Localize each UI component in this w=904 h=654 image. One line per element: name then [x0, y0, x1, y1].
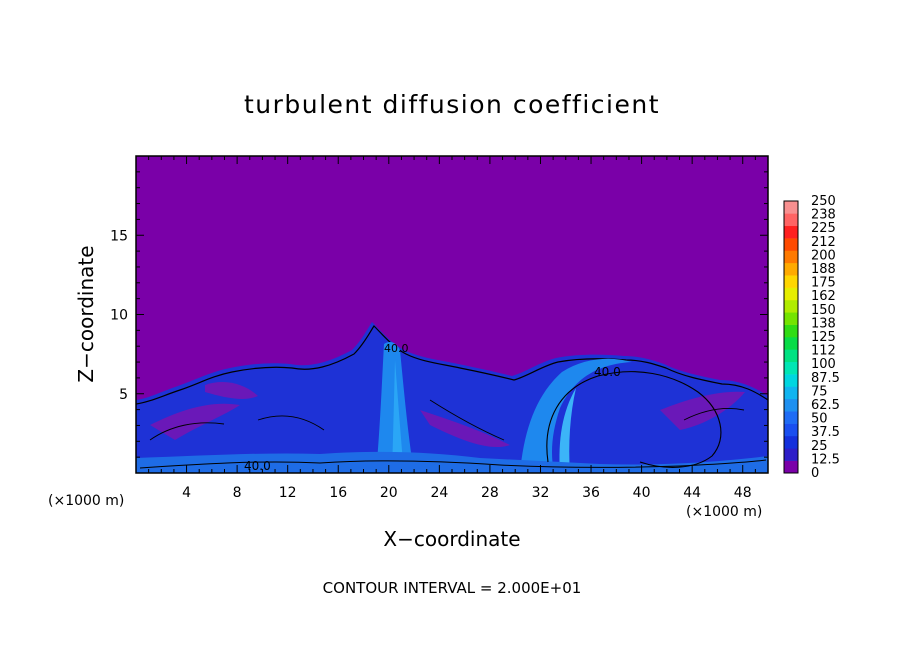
jet-core-left [392, 360, 404, 473]
y-tick-label: 5 [119, 387, 128, 403]
contour-label-2: 40.0 [594, 365, 621, 379]
colorbar-label: 12.5 [811, 452, 840, 467]
colorbar-label: 162 [811, 289, 836, 304]
colorbar-label: 75 [811, 384, 828, 399]
x-tick-label: 20 [380, 485, 398, 501]
x-tick-label: 4 [182, 485, 191, 501]
x-tick-label: 24 [430, 485, 448, 501]
y-axis-label: Z−coordinate [74, 245, 98, 382]
colorbar-swatch [784, 423, 798, 437]
x-tick-label: 40 [633, 485, 651, 501]
colorbar-swatch [784, 411, 798, 424]
contour-label-1: 40.0 [244, 459, 271, 473]
x-tick-label: 12 [279, 485, 297, 501]
colorbar-swatch [784, 275, 798, 288]
colorbar-label: 125 [811, 330, 836, 345]
x-axis-ticks: 4 8 12 16 20 24 28 32 36 40 44 48 [148, 156, 756, 501]
colorbar-label: 238 [811, 208, 836, 223]
colorbar-label: 37.5 [811, 425, 840, 440]
colorbar-swatch [784, 337, 798, 350]
colorbar-label: 87.5 [811, 371, 840, 386]
colorbar-swatch [784, 398, 798, 412]
x-tick-label: 44 [683, 485, 701, 501]
colorbar-swatch [784, 460, 798, 474]
colorbar-label: 112 [811, 344, 836, 359]
plot-area: 40.0 40.0 40.0 [136, 156, 768, 473]
x-tick-label: 32 [532, 485, 550, 501]
colorbar-label: 225 [811, 221, 836, 236]
colorbar-label: 212 [811, 235, 836, 250]
purple-fold-1 [150, 403, 240, 440]
x-axis-label: X−coordinate [383, 527, 520, 551]
contour-label-3: 40.0 [384, 342, 409, 355]
x-tick-label: 48 [734, 485, 752, 501]
y-tick-label: 15 [110, 228, 128, 244]
colorbar-swatch [784, 349, 798, 363]
colorbar-label: 62.5 [811, 398, 840, 413]
colorbar-swatch [784, 250, 798, 264]
colorbar-label: 250 [811, 194, 836, 209]
colorbar-label: 150 [811, 303, 836, 318]
colorbar-swatch [784, 262, 798, 276]
x-tick-label: 28 [481, 485, 499, 501]
colorbar: 2502382252122001881751621501381251121008… [783, 194, 840, 481]
colorbar-label: 50 [811, 412, 828, 427]
vortex-contour [546, 371, 722, 468]
chart-title: turbulent diffusion coefficient [244, 90, 660, 119]
x-unit-label-right: (×1000 m) [686, 504, 762, 520]
colorbar-label: 200 [811, 248, 836, 263]
colorbar-swatch [784, 299, 798, 313]
purple-fold-4 [660, 391, 745, 430]
colorbar-swatch [784, 201, 798, 214]
colorbar-label: 100 [811, 357, 836, 372]
colorbar-label: 25 [811, 439, 828, 454]
colorbar-swatch [784, 448, 798, 461]
colorbar-swatch [784, 435, 798, 449]
colorbar-label: 175 [811, 276, 836, 291]
x-unit-label-left: (×1000 m) [48, 493, 124, 509]
colorbar-swatch [784, 386, 798, 400]
x-tick-label: 36 [582, 485, 600, 501]
colorbar-label: 0 [811, 466, 819, 481]
outer-contour [136, 325, 768, 405]
colorbar-swatch [784, 225, 798, 239]
colorbar-swatch [784, 324, 798, 338]
x-tick-label: 16 [329, 485, 347, 501]
jet-core-right [559, 388, 576, 473]
y-tick-label: 10 [110, 308, 128, 324]
colorbar-frame [783, 200, 799, 474]
colorbar-swatch [784, 213, 798, 227]
colorbar-swatch [784, 374, 798, 387]
colorbar-label: 138 [811, 316, 836, 331]
colorbar-swatch [784, 361, 798, 375]
colorbar-swatch [784, 238, 798, 251]
y-axis-ticks: 5 10 15 [110, 171, 768, 458]
contour-interval-note: CONTOUR INTERVAL = 2.000E+01 [323, 579, 582, 597]
colorbar-label: 188 [811, 262, 836, 277]
x-tick-label: 8 [233, 485, 242, 501]
jet-plume-right [520, 358, 632, 473]
colorbar-swatch [784, 312, 798, 325]
purple-fold-2 [205, 382, 258, 399]
colorbar-swatch [784, 287, 798, 301]
inner-contour [149, 399, 745, 441]
purple-fold-3 [420, 410, 510, 448]
